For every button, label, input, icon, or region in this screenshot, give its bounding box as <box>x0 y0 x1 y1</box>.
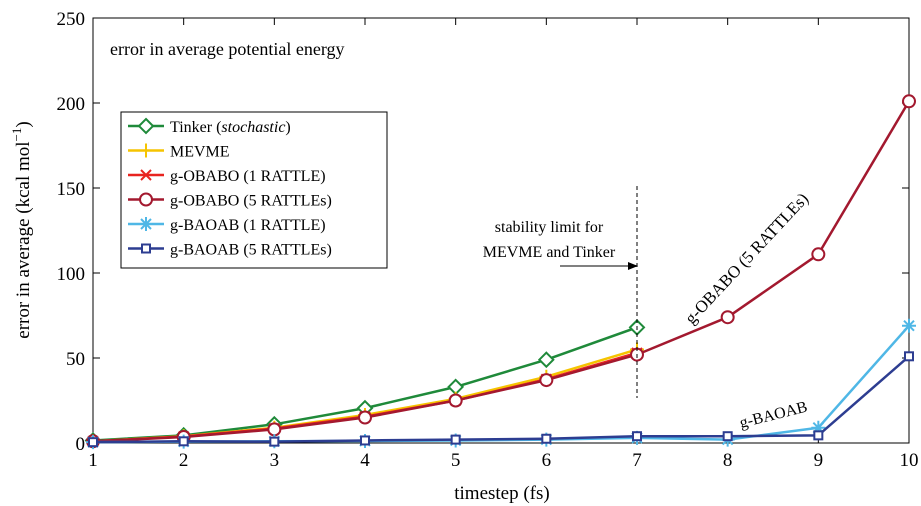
legend: Tinker (stochastic) MEVME g-OBABO (1 RATTL… <box>120 111 388 269</box>
legend-entry: g-OBABO (5 RATTLEs) <box>128 192 332 210</box>
y-tick-label: 250 <box>57 9 86 30</box>
data-point <box>904 351 914 362</box>
data-point <box>358 410 372 425</box>
x-tick-label: 9 <box>814 450 824 471</box>
data-point <box>537 351 555 369</box>
series-tinker <box>84 318 646 449</box>
data-point <box>139 143 153 158</box>
data-point <box>813 430 824 441</box>
legend-label: g-OBABO (1 RATTLE) <box>170 168 326 185</box>
y-axis-label: error in average (kcal mol−1) <box>9 121 34 338</box>
legend-label: g-OBABO (5 RATTLEs) <box>170 193 332 210</box>
data-point <box>541 433 552 444</box>
series-line <box>92 324 910 444</box>
data-point <box>88 437 98 448</box>
legend-label: g-BAOAB (1 RATTLE) <box>170 217 326 234</box>
data-point <box>539 373 554 388</box>
x-tick-label: 1 <box>88 450 98 471</box>
data-point <box>811 247 826 262</box>
data-point <box>137 117 155 135</box>
legend-entry: g-BAOAB (1 RATTLE) <box>128 217 326 234</box>
series-g-obabo-1-rattle- <box>87 347 643 448</box>
axes <box>92 17 910 444</box>
data-point <box>722 431 733 442</box>
x-tick-label: 4 <box>360 450 370 471</box>
data-point <box>141 243 151 254</box>
legend-entry: g-BAOAB (5 RATTLEs) <box>128 242 332 259</box>
x-tick-label: 5 <box>451 450 461 471</box>
data-point <box>450 434 461 445</box>
data-point <box>720 310 735 325</box>
x-tick-label: 2 <box>179 450 189 471</box>
series-line <box>92 348 638 443</box>
chart-title: error in average potential energy <box>110 39 345 59</box>
y-tick-label: 50 <box>66 349 85 370</box>
data-point <box>448 393 463 408</box>
series-mevme <box>86 342 644 449</box>
series-layer <box>84 94 916 450</box>
data-point <box>139 192 153 207</box>
data-point <box>902 318 916 333</box>
obabo-curve-label: g-OBABO (5 RATTLEs) <box>681 189 812 328</box>
y-tick-label: 100 <box>57 264 86 285</box>
data-point <box>139 217 153 231</box>
stability-label-line1: stability limit for <box>495 219 604 236</box>
x-axis-label: timestep (fs) <box>454 483 550 504</box>
series-line <box>92 355 910 444</box>
legend-label: g-BAOAB (5 RATTLEs) <box>170 242 332 259</box>
series-g-baoab-5-rattles- <box>88 351 914 448</box>
legend-box <box>120 111 388 269</box>
stability-annotation: stability limit for MEVME and Tinker <box>483 186 638 398</box>
series-g-baoab-1-rattle- <box>86 318 916 450</box>
legend-entry: Tinker (stochastic) <box>128 117 291 136</box>
data-point <box>269 436 280 447</box>
x-tick-label: 10 <box>900 450 919 471</box>
legend-entries: Tinker (stochastic) MEVME g-OBABO (1 RATTL… <box>128 117 332 259</box>
y-tick-label: 200 <box>57 94 86 115</box>
x-tick-label: 7 <box>632 450 642 471</box>
data-point <box>140 169 152 181</box>
y-ticks: 0 50 100 150 200 250 <box>57 9 909 455</box>
y-axis-label-sup: −1 <box>9 128 24 142</box>
plot-frame <box>92 17 910 444</box>
data-point <box>178 436 189 447</box>
y-tick-label: 0 <box>76 434 86 455</box>
series-line <box>92 100 911 443</box>
stability-label-line2: MEVME and Tinker <box>483 244 616 261</box>
data-point <box>811 420 826 435</box>
legend-entry: MEVME <box>128 143 230 161</box>
legend-label: Tinker (stochastic) <box>170 119 291 136</box>
y-tick-label: 150 <box>57 179 86 200</box>
data-point <box>632 431 642 442</box>
data-point <box>267 422 282 437</box>
legend-entry: g-OBABO (1 RATTLE) <box>128 168 326 185</box>
baoab-curve-label: g-BAOAB <box>738 399 809 432</box>
x-tick-label: 6 <box>542 450 552 471</box>
data-point <box>360 435 370 446</box>
series-line <box>92 351 638 443</box>
legend-label: MEVME <box>170 144 230 161</box>
stability-arrow-head <box>628 262 638 270</box>
data-point <box>902 94 916 109</box>
x-tick-label: 3 <box>270 450 280 471</box>
x-tick-label: 8 <box>723 450 733 471</box>
